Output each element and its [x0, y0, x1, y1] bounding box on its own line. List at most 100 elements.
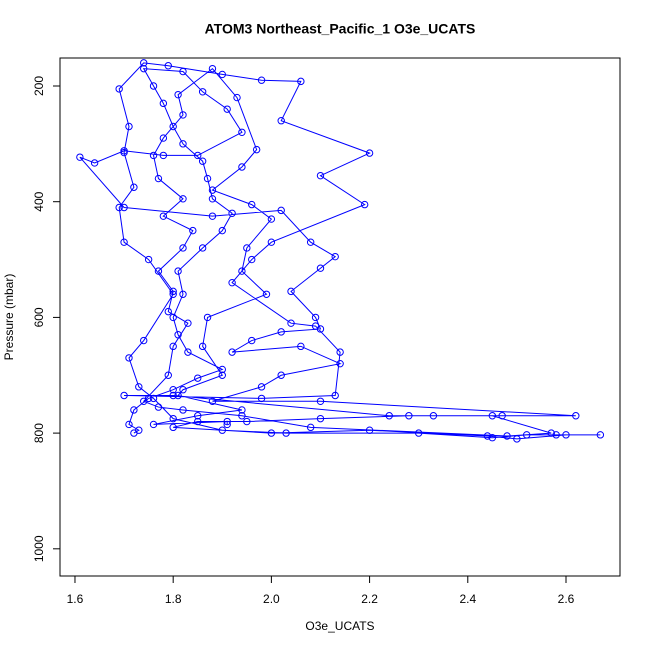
data-point [159, 151, 168, 160]
data-line [79, 62, 601, 440]
data-point [267, 238, 276, 246]
data-point [316, 264, 325, 272]
x-tick-label: 1.6 [67, 592, 84, 606]
data-point [297, 342, 305, 351]
data-point [115, 85, 123, 93]
data-point [316, 397, 325, 405]
data-point [208, 397, 217, 405]
data-point [149, 394, 158, 403]
data-point [164, 62, 172, 70]
data-point [154, 403, 163, 411]
data-point [311, 313, 320, 322]
data-point [365, 426, 374, 434]
data-point [316, 171, 325, 180]
data-point [596, 431, 605, 439]
x-tick-label: 1.8 [165, 592, 182, 606]
data-point [140, 397, 148, 405]
data-point [360, 200, 369, 209]
y-tick-label: 600 [32, 307, 46, 327]
data-point [154, 267, 163, 275]
data-point [262, 290, 271, 298]
data-point [169, 414, 177, 423]
data-point [144, 255, 153, 264]
data-point [498, 412, 506, 420]
data-point [169, 287, 177, 296]
data-point [135, 383, 143, 391]
data-point [194, 412, 202, 420]
data-point [120, 391, 128, 400]
data-point [198, 88, 207, 96]
data-point [174, 267, 182, 275]
data-point [287, 287, 295, 296]
data-point [277, 206, 285, 215]
data-point [483, 432, 492, 440]
data-point [120, 238, 128, 246]
data-point [208, 195, 217, 203]
data-point [488, 434, 497, 442]
data-point [218, 371, 226, 379]
data-point [135, 426, 143, 434]
data-point [194, 417, 202, 426]
data-point [194, 374, 202, 382]
data-point [365, 149, 374, 157]
data-point [547, 429, 555, 437]
data-point [149, 151, 158, 160]
data-point [218, 226, 226, 235]
data-point [218, 426, 226, 434]
data-point [248, 336, 256, 345]
data-point [238, 406, 246, 414]
chart-title: ATOM3 Northeast_Pacific_1 O3e_UCATS [205, 21, 476, 37]
data-point [277, 371, 285, 379]
data-point [120, 148, 128, 157]
data-point [125, 420, 133, 429]
data-point [169, 391, 177, 400]
data-point [179, 290, 187, 298]
data-point [208, 64, 217, 73]
data-point [287, 319, 295, 327]
data-point [76, 153, 84, 161]
data-point [405, 412, 413, 420]
data-point [336, 348, 344, 356]
data-point [203, 313, 212, 322]
data-point [336, 359, 344, 368]
data-point [572, 412, 580, 420]
y-tick-label: 200 [32, 76, 46, 96]
data-point [223, 417, 231, 426]
data-point [179, 140, 187, 148]
data-point [194, 151, 202, 160]
data-point [149, 82, 158, 90]
x-tick-label: 2.4 [459, 592, 476, 606]
data-point [223, 105, 231, 113]
data-point [385, 412, 393, 420]
data-point [169, 386, 177, 394]
data-point [174, 90, 182, 99]
data-point [169, 423, 177, 432]
data-point [257, 383, 266, 391]
x-axis-label: O3e_UCATS [305, 619, 374, 633]
data-point [130, 406, 138, 414]
data-point [523, 431, 531, 439]
data-point [169, 290, 177, 298]
x-tick-label: 2.6 [558, 592, 575, 606]
data-point [277, 328, 285, 336]
data-point [429, 412, 438, 420]
data-point [179, 67, 187, 76]
data-point [208, 186, 217, 194]
y-tick-label: 800 [32, 423, 46, 443]
data-point [140, 64, 148, 73]
data-point [159, 99, 168, 108]
data-point [179, 195, 187, 203]
data-point [297, 77, 305, 86]
data-point [223, 420, 231, 429]
y-axis-label: Pressure (mbar) [2, 274, 16, 361]
data-point [306, 238, 315, 246]
data-point [552, 431, 560, 439]
data-point [503, 432, 511, 440]
data-point [184, 348, 192, 356]
data-point [189, 226, 197, 235]
data-point [179, 406, 187, 414]
data-point [179, 111, 187, 119]
data-point [238, 163, 246, 171]
data-point [233, 93, 241, 102]
